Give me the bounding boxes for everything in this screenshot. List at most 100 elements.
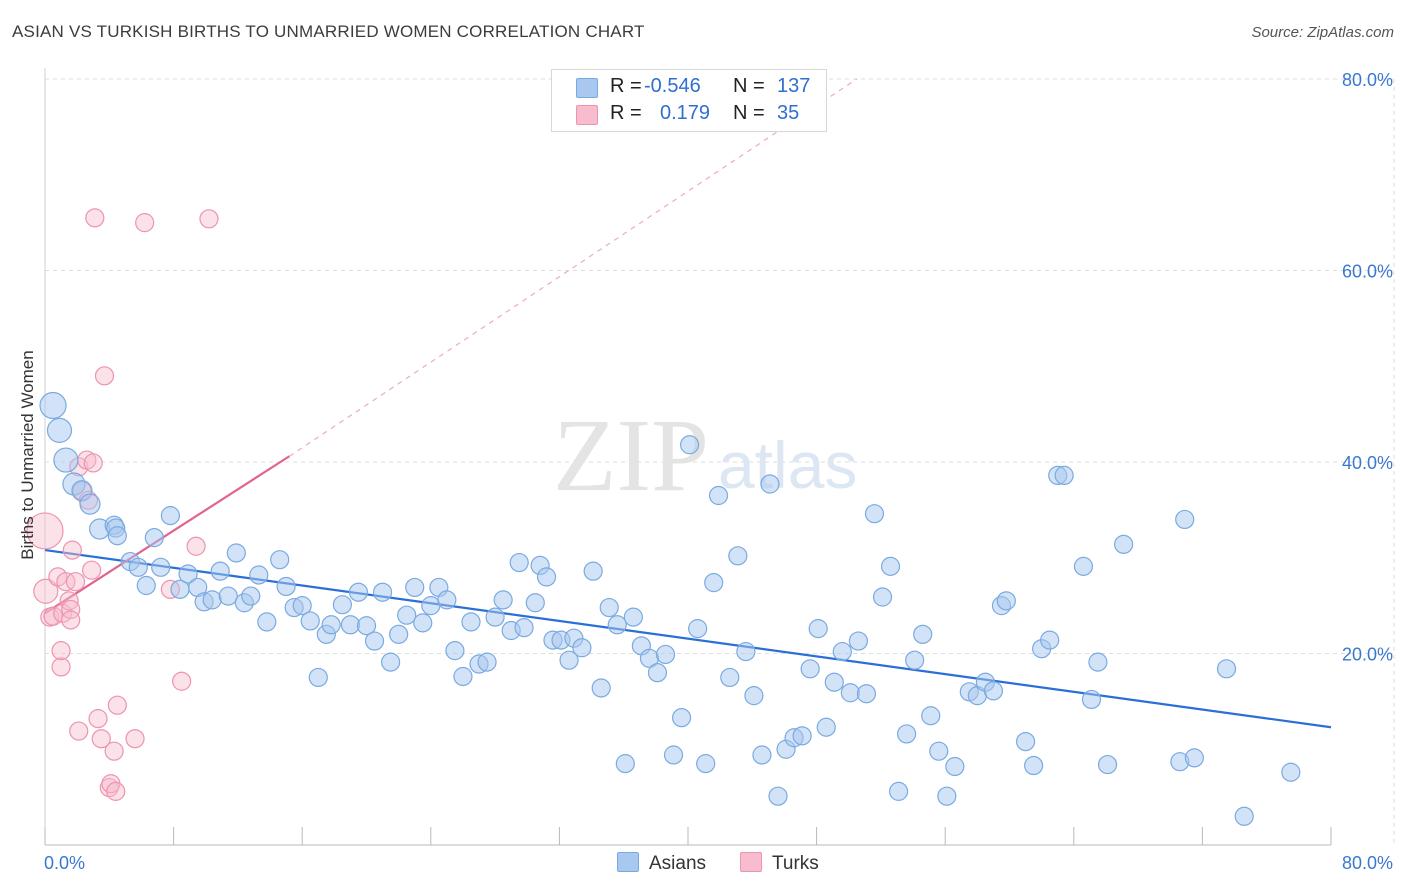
asians-point [257, 612, 277, 632]
asians-point [599, 597, 619, 618]
turks-trend-extension [289, 78, 858, 457]
legend-n-label: N = [733, 102, 765, 124]
asians-point [136, 575, 156, 596]
asians-point [1081, 689, 1102, 710]
asians-point [493, 590, 513, 610]
asians-point [655, 644, 676, 665]
asians-point [572, 638, 592, 658]
watermark: ZIP atlas [553, 398, 857, 513]
turks-point [91, 729, 111, 749]
asians-point [202, 590, 222, 610]
turks-point [51, 657, 71, 677]
asians-point [816, 717, 836, 737]
turks-point [94, 366, 115, 386]
asians-swatch [576, 78, 598, 98]
asians-point [1216, 659, 1237, 679]
turks-point [69, 721, 89, 741]
legend-r-label: R = [610, 102, 642, 124]
asians-point [983, 681, 1004, 701]
asians-point [445, 641, 465, 661]
asians-point [321, 615, 341, 635]
asians-point [704, 573, 724, 593]
turks-point [85, 208, 105, 228]
asians-point [1184, 748, 1204, 768]
watermark-atlas: atlas [718, 428, 857, 502]
asians-point [559, 650, 579, 670]
y-tick-label: 60.0% [1342, 262, 1393, 282]
asians-point [1234, 806, 1254, 826]
turks-point [83, 453, 103, 473]
y-tick-label: 40.0% [1342, 453, 1393, 473]
asians-point [485, 607, 505, 627]
asians-point [348, 582, 369, 602]
asians-point [46, 417, 73, 444]
bottom-legend-asians: Asians [617, 852, 706, 875]
asians-point [897, 724, 917, 744]
asians-point [276, 576, 296, 597]
asians-point [389, 624, 409, 644]
asians-point [210, 561, 230, 581]
asians-point [888, 781, 909, 801]
asians-point [218, 586, 238, 606]
y-tick-label: 20.0% [1342, 645, 1393, 665]
turks-point [172, 671, 192, 691]
asians-point [300, 611, 320, 631]
turks-point [26, 512, 64, 550]
asians-point [728, 546, 748, 566]
asians-point [680, 435, 700, 455]
asians-point [413, 613, 433, 633]
turks-point [82, 560, 102, 580]
asians-point [872, 587, 893, 607]
asians-point [696, 754, 716, 774]
asians-point [241, 586, 261, 606]
asians-point [905, 650, 925, 670]
turks-legend-label: Turks [772, 853, 819, 874]
asians-point [381, 652, 401, 672]
y-axis-label: Births to Unmarried Women [18, 350, 37, 560]
asians-legend-label: Asians [649, 853, 707, 874]
asians-point [226, 543, 246, 563]
asians-point [647, 663, 668, 683]
turks-point [62, 540, 82, 560]
asians-point [832, 641, 852, 662]
turks-trend-line [44, 455, 290, 615]
watermark-zip: ZIP [553, 398, 709, 513]
turks-point [61, 599, 81, 620]
asians-point [880, 556, 901, 576]
asians-point [461, 612, 481, 632]
turks-point [186, 536, 206, 556]
asians-point [514, 618, 534, 638]
asians-point [356, 616, 377, 636]
asians-point [144, 528, 164, 548]
asians-point [607, 615, 627, 635]
legend-n-value: 35 [777, 102, 800, 124]
turks-point [65, 572, 86, 592]
asians-point [792, 726, 812, 746]
legend-r-value: 0.179 [660, 102, 711, 124]
asians-point [591, 678, 611, 698]
asians-point [623, 607, 643, 627]
asians-point [945, 756, 965, 777]
asians-point [736, 641, 756, 662]
source-label: Source: ZipAtlas.com [1251, 24, 1394, 41]
bottom-legend-turks: Turks [740, 852, 819, 875]
asians-point [1281, 762, 1301, 782]
turks-point [56, 572, 76, 592]
asians-point [292, 596, 312, 616]
asians-point [421, 596, 441, 616]
turks-point [125, 729, 145, 749]
asians-point [509, 552, 529, 573]
asians-swatch [617, 852, 639, 872]
asians-points [39, 391, 1301, 826]
asians-point [1015, 731, 1036, 752]
asians-point [1024, 755, 1044, 776]
x-tick-label: 0.0% [44, 853, 85, 873]
turks-point [51, 641, 71, 661]
turks-point [199, 209, 219, 229]
asians-point [824, 672, 844, 692]
asians-point [340, 615, 361, 635]
tick-labels: 20.0% 40.0% 60.0% 80.0% 0.0% 80.0% [44, 70, 1393, 873]
asians-point [768, 786, 788, 806]
turks-point [88, 709, 108, 729]
turks-point [106, 781, 126, 801]
